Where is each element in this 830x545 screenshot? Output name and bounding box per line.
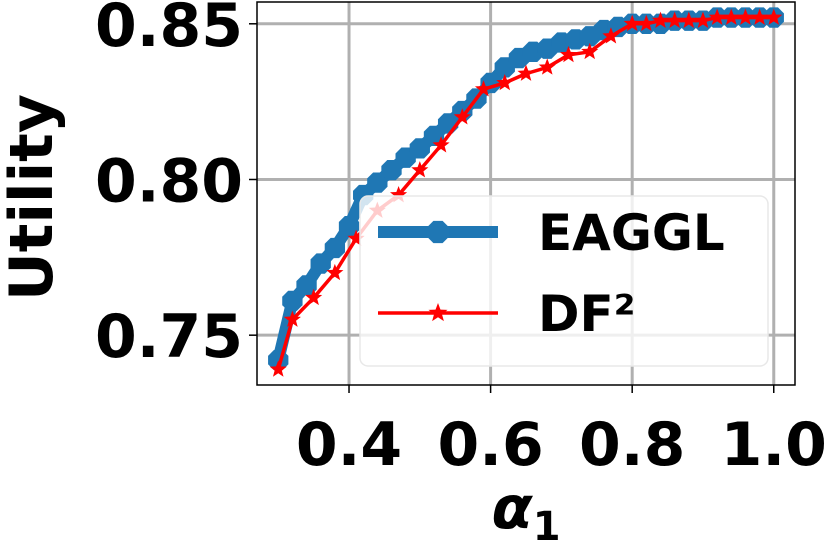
x-tick-label: 0.4 — [296, 410, 402, 480]
y-axis-ticks: 0.75 0.80 0.85 — [95, 0, 257, 372]
data-point — [453, 108, 471, 125]
x-axis-label-symbol: α — [491, 473, 533, 543]
data-point — [722, 8, 740, 25]
x-tick-label: 1.0 — [721, 410, 827, 480]
legend-marker — [426, 220, 450, 244]
y-tick-label: 0.75 — [95, 302, 243, 372]
legend-label: EAGGL — [538, 204, 725, 262]
data-point — [409, 138, 430, 159]
data-point — [283, 310, 301, 327]
legend-box — [359, 195, 769, 367]
axes-frame — [256, 1, 796, 386]
x-tick-label: 0.6 — [437, 410, 543, 480]
data-point — [296, 275, 317, 296]
data-point — [269, 360, 287, 377]
x-axis-label: α1 — [491, 473, 560, 545]
data-point — [559, 45, 578, 63]
data-point — [305, 288, 323, 306]
data-point — [680, 11, 698, 28]
x-tick-label: 0.8 — [579, 410, 685, 480]
data-point — [637, 14, 655, 32]
data-point — [538, 58, 556, 75]
data-point — [651, 11, 670, 28]
data-point — [496, 73, 514, 91]
x-axis-ticks: 0.4 0.6 0.8 1.0 — [296, 385, 827, 480]
data-point — [602, 27, 620, 44]
data-point — [310, 253, 331, 274]
data-point — [338, 216, 360, 237]
data-point — [708, 8, 726, 25]
data-point — [765, 8, 783, 25]
data-point — [411, 161, 429, 178]
legend-marker — [428, 303, 448, 322]
data-point — [623, 14, 641, 32]
data-point — [694, 11, 712, 28]
data-point — [390, 186, 408, 203]
y-tick-label: 0.85 — [95, 0, 243, 61]
x-axis-label-subscript: 1 — [533, 504, 561, 545]
data-point — [282, 290, 303, 312]
data-point — [347, 229, 365, 246]
data-point — [324, 237, 346, 259]
data-point — [423, 125, 445, 147]
data-point — [381, 159, 402, 181]
data-point — [581, 42, 599, 60]
legend-label: DF² — [538, 285, 636, 343]
data-point — [367, 172, 388, 193]
data-point — [751, 8, 769, 25]
data-point — [736, 8, 755, 25]
data-point — [432, 136, 450, 153]
data-point — [326, 263, 344, 281]
legend: EAGGL DF² — [359, 195, 769, 367]
data-point — [666, 11, 684, 28]
y-axis-label: Utility — [0, 94, 67, 301]
y-tick-label: 0.80 — [95, 146, 243, 216]
data-point — [474, 80, 493, 97]
data-point — [517, 64, 535, 81]
